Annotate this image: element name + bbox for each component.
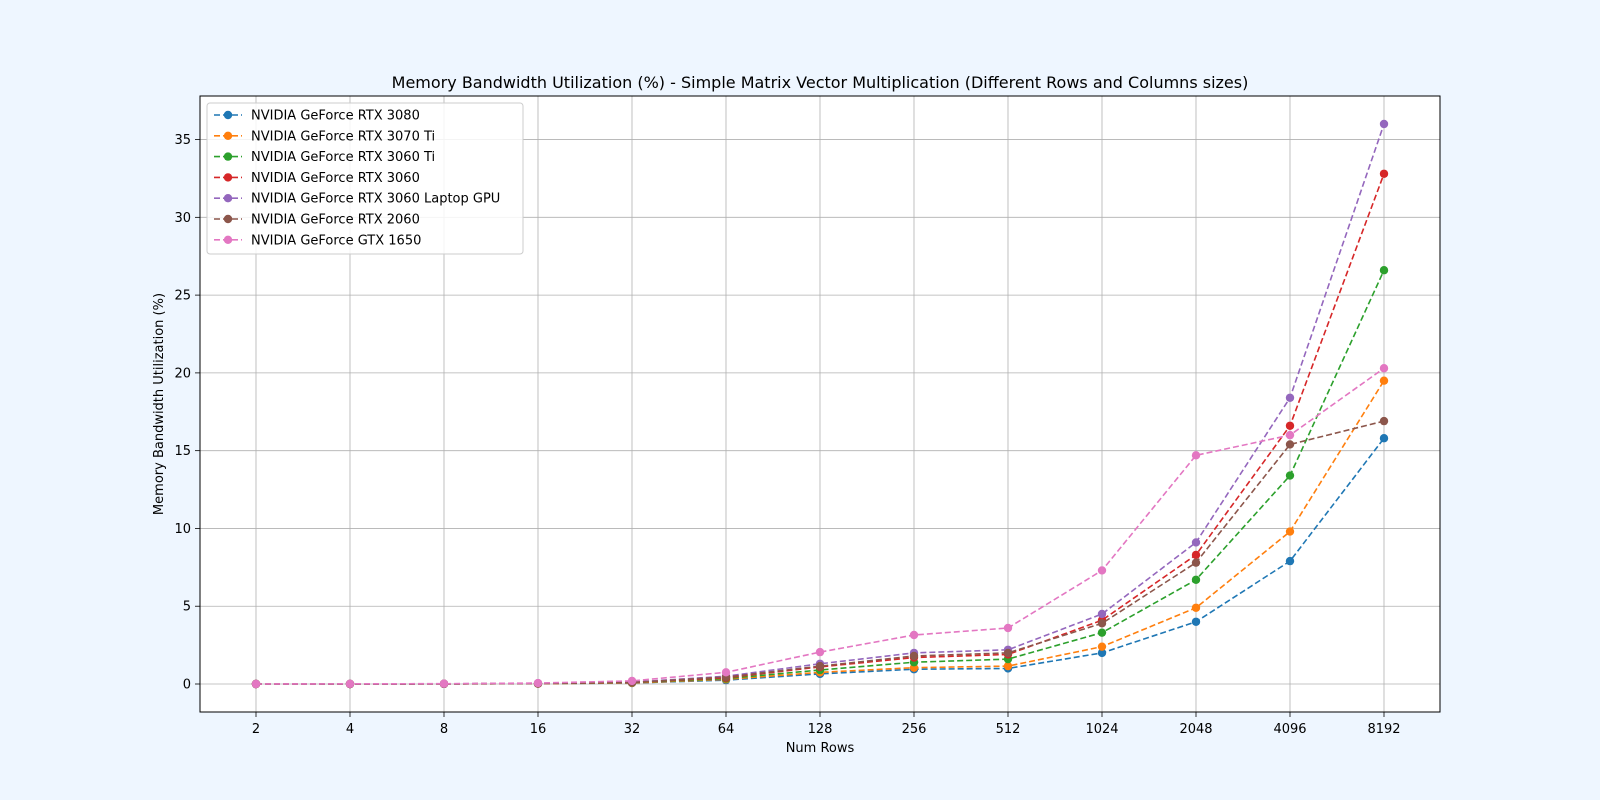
legend-item: NVIDIA GeForce RTX 3060 — [214, 171, 420, 186]
x-tick-label: 16 — [530, 722, 547, 737]
legend-item: NVIDIA GeForce RTX 2060 — [214, 213, 420, 228]
y-tick-label: 15 — [174, 444, 191, 459]
data-point — [1285, 440, 1295, 449]
legend-label: NVIDIA GeForce RTX 3060 — [251, 171, 420, 186]
data-point — [1003, 623, 1013, 633]
data-point — [1097, 628, 1107, 637]
data-point — [1379, 364, 1389, 373]
data-point — [1191, 558, 1201, 567]
y-tick-label: 0 — [183, 678, 191, 693]
x-tick-label: 2 — [252, 722, 260, 737]
data-point — [1097, 566, 1107, 575]
data-point — [1379, 119, 1389, 129]
x-tick-label: 128 — [808, 722, 833, 737]
legend-label: NVIDIA GeForce RTX 3070 Ti — [251, 129, 435, 144]
legend-marker — [223, 110, 233, 120]
data-point — [909, 630, 919, 640]
legend: NVIDIA GeForce RTX 3080 NVIDIA GeForce RT… — [206, 102, 524, 255]
x-tick-label: 2048 — [1179, 722, 1212, 737]
data-point — [1191, 451, 1201, 460]
data-point — [1191, 617, 1201, 626]
y-tick-label: 35 — [174, 133, 191, 148]
data-point — [1379, 376, 1389, 385]
legend-label: NVIDIA GeForce RTX 2060 — [251, 213, 420, 228]
series — [251, 364, 1389, 689]
legend-item: NVIDIA GeForce GTX 1650 — [214, 233, 421, 248]
y-tick-label: 10 — [174, 522, 191, 537]
legend-label: NVIDIA GeForce GTX 1650 — [251, 233, 421, 248]
x-axis-label: Num Rows — [786, 741, 855, 756]
legend-item: NVIDIA GeForce RTX 3080 — [214, 109, 420, 124]
data-point — [1285, 421, 1295, 430]
data-point — [1379, 434, 1389, 443]
data-point — [1191, 550, 1201, 560]
legend-item: NVIDIA GeForce RTX 3060 Laptop GPU — [214, 192, 500, 207]
x-tick-label: 8192 — [1367, 722, 1400, 737]
x-tick-label: 4 — [346, 722, 354, 737]
y-axis-label: Memory Bandwidth Utilization (%) — [152, 293, 167, 515]
data-point — [439, 679, 449, 688]
legend-label: NVIDIA GeForce RTX 3060 Ti — [251, 150, 435, 165]
chart-title: Memory Bandwidth Utilization (%) - Simpl… — [392, 73, 1249, 92]
data-point — [1379, 169, 1389, 178]
legend-label: NVIDIA GeForce RTX 3060 Laptop GPU — [251, 192, 500, 207]
data-point — [345, 679, 355, 689]
x-tick-label: 32 — [624, 722, 641, 737]
y-tick-label: 30 — [174, 211, 191, 226]
data-point — [1379, 266, 1389, 275]
legend-marker — [223, 194, 233, 203]
data-point — [1285, 556, 1295, 566]
y-tick-label: 5 — [183, 600, 191, 615]
legend-marker — [223, 214, 233, 224]
data-point — [1285, 527, 1295, 536]
data-point — [1097, 619, 1107, 628]
x-tick-label: 64 — [718, 722, 735, 737]
data-point — [1285, 393, 1295, 402]
data-point — [1379, 416, 1389, 426]
x-tick-label: 1024 — [1085, 722, 1118, 737]
data-point — [1191, 603, 1201, 612]
legend-item: NVIDIA GeForce RTX 3070 Ti — [214, 129, 435, 144]
x-axis: 2 4 8 16 32 64 128 256 512 1024 2048 4096 8192 — [252, 712, 1401, 737]
series-layer — [251, 119, 1389, 689]
data-point — [627, 676, 637, 686]
legend-marker — [223, 131, 233, 140]
data-point — [1285, 430, 1295, 440]
data-point — [1003, 648, 1013, 658]
y-tick-label: 25 — [174, 289, 191, 304]
legend-box — [206, 102, 524, 255]
data-point — [1003, 661, 1013, 671]
legend-marker — [223, 235, 233, 244]
data-point — [815, 647, 825, 657]
x-tick-label: 512 — [996, 722, 1021, 737]
data-point — [909, 651, 919, 661]
legend-marker — [223, 173, 233, 182]
data-point — [1285, 471, 1295, 480]
data-point — [721, 668, 731, 677]
data-point — [1191, 538, 1201, 547]
data-point — [1097, 609, 1107, 619]
legend-marker — [223, 152, 233, 161]
data-point — [1097, 642, 1107, 651]
x-tick-label: 4096 — [1273, 722, 1306, 737]
data-point — [251, 679, 261, 689]
data-point — [533, 678, 543, 688]
legend-label: NVIDIA GeForce RTX 3080 — [251, 109, 420, 124]
x-tick-label: 8 — [440, 722, 448, 737]
data-point — [1191, 575, 1201, 584]
y-axis: 0 5 10 15 20 25 30 35 — [174, 133, 200, 693]
y-tick-label: 20 — [174, 366, 191, 381]
data-point — [815, 661, 825, 671]
x-tick-label: 256 — [902, 722, 927, 737]
data-point — [1097, 648, 1107, 658]
legend-item: NVIDIA GeForce RTX 3060 Ti — [214, 150, 435, 165]
